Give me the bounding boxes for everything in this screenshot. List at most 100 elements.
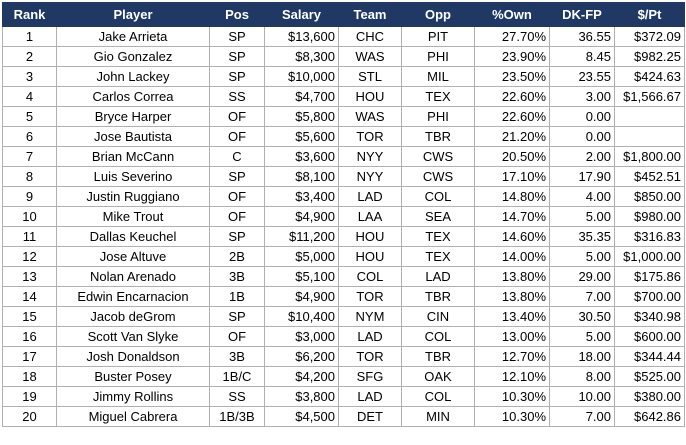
pos-cell: SP	[209, 306, 265, 327]
rank-cell: 20	[2, 406, 57, 427]
per-pt-cell: $372.09	[614, 26, 685, 47]
salary-cell: $3,800	[264, 386, 339, 407]
dkfp-cell: 23.55	[549, 66, 615, 87]
salary-cell: $4,500	[264, 406, 339, 427]
team-cell: TOR	[338, 286, 402, 307]
table-row: 9 Justin Ruggiano OF $3,400 LAD COL 14.80% 4.00…	[2, 186, 685, 207]
table-row: 14 Edwin Encarnacion 1B $4,900 TOR TBR 13.80% 7…	[2, 286, 685, 307]
salary-cell: $4,700	[264, 86, 339, 107]
dkfp-cell: 2.00	[549, 146, 615, 167]
dkfp-cell: 30.50	[549, 306, 615, 327]
dkfp-cell: 17.90	[549, 166, 615, 187]
own-cell: 13.80%	[474, 266, 550, 287]
team-cell: HOU	[338, 86, 402, 107]
pos-cell: SP	[209, 166, 265, 187]
dkfp-cell: 18.00	[549, 346, 615, 367]
own-cell: 22.60%	[474, 106, 550, 127]
team-cell: COL	[338, 266, 402, 287]
own-cell: 12.10%	[474, 366, 550, 387]
dkfp-cell: 35.35	[549, 226, 615, 247]
own-cell: 14.00%	[474, 246, 550, 267]
player-cell: Miguel Cabrera	[56, 406, 210, 427]
per-pt-cell: $600.00	[614, 326, 685, 347]
table-row: 17 Josh Donaldson 3B $6,200 TOR TBR 12.70% 18.0…	[2, 346, 685, 367]
team-cell: WAS	[338, 106, 402, 127]
rank-cell: 9	[2, 186, 57, 207]
table-row: 12 Jose Altuve 2B $5,000 HOU TEX 14.00% 5.00 $1,…	[2, 246, 685, 267]
opp-cell: TBR	[401, 126, 475, 147]
dkfp-cell: 3.00	[549, 86, 615, 107]
per-pt-cell: $1,566.67	[614, 86, 685, 107]
opp-cell: TBR	[401, 286, 475, 307]
own-cell: 22.60%	[474, 86, 550, 107]
rank-cell: 5	[2, 106, 57, 127]
player-cell: Jose Altuve	[56, 246, 210, 267]
opp-cell: LAD	[401, 266, 475, 287]
dkfp-cell: 8.00	[549, 366, 615, 387]
opp-cell: COL	[401, 386, 475, 407]
salary-cell: $5,800	[264, 106, 339, 127]
opp-cell: COL	[401, 186, 475, 207]
player-cell: John Lackey	[56, 66, 210, 87]
player-cell: Josh Donaldson	[56, 346, 210, 367]
pos-cell: OF	[209, 106, 265, 127]
dkfp-cell: 7.00	[549, 406, 615, 427]
ownership-table: Rank Player Pos Salary Team Opp %Own DK-…	[2, 2, 685, 427]
salary-cell: $4,900	[264, 206, 339, 227]
player-cell: Scott Van Slyke	[56, 326, 210, 347]
own-cell: 13.00%	[474, 326, 550, 347]
rank-cell: 1	[2, 26, 57, 47]
salary-cell: $6,200	[264, 346, 339, 367]
own-cell: 21.20%	[474, 126, 550, 147]
player-cell: Nolan Arenado	[56, 266, 210, 287]
per-pt-cell: $700.00	[614, 286, 685, 307]
player-cell: Jose Bautista	[56, 126, 210, 147]
salary-cell: $3,600	[264, 146, 339, 167]
salary-cell: $13,600	[264, 26, 339, 47]
pos-cell: 3B	[209, 346, 265, 367]
team-cell: STL	[338, 66, 402, 87]
salary-cell: $10,400	[264, 306, 339, 327]
per-pt-cell: $340.98	[614, 306, 685, 327]
pos-cell: SP	[209, 66, 265, 87]
table-row: 11 Dallas Keuchel SP $11,200 HOU TEX 14.60% 35.…	[2, 226, 685, 247]
table-row: 19 Jimmy Rollins SS $3,800 LAD COL 10.30% 10.00…	[2, 386, 685, 407]
header-salary: Salary	[264, 2, 339, 27]
own-cell: 14.60%	[474, 226, 550, 247]
table-row: 2 Gio Gonzalez SP $8,300 WAS PHI 23.90% 8.45 $98…	[2, 46, 685, 67]
player-cell: Brian McCann	[56, 146, 210, 167]
salary-cell: $5,600	[264, 126, 339, 147]
team-cell: LAD	[338, 186, 402, 207]
table-row: 7 Brian McCann C $3,600 NYY CWS 20.50% 2.00 $1,8…	[2, 146, 685, 167]
opp-cell: SEA	[401, 206, 475, 227]
player-cell: Edwin Encarnacion	[56, 286, 210, 307]
opp-cell: OAK	[401, 366, 475, 387]
own-cell: 23.90%	[474, 46, 550, 67]
pos-cell: 1B	[209, 286, 265, 307]
per-pt-cell: $424.63	[614, 66, 685, 87]
rank-cell: 7	[2, 146, 57, 167]
per-pt-cell: $525.00	[614, 366, 685, 387]
table-row: 16 Scott Van Slyke OF $3,000 LAD COL 13.00% 5.0…	[2, 326, 685, 347]
player-cell: Jake Arrieta	[56, 26, 210, 47]
own-cell: 17.10%	[474, 166, 550, 187]
player-cell: Luis Severino	[56, 166, 210, 187]
per-pt-cell: $344.44	[614, 346, 685, 367]
header-dkfp: DK-FP	[549, 2, 615, 27]
pos-cell: SS	[209, 86, 265, 107]
team-cell: DET	[338, 406, 402, 427]
pos-cell: 3B	[209, 266, 265, 287]
team-cell: TOR	[338, 126, 402, 147]
team-cell: SFG	[338, 366, 402, 387]
header-player: Player	[56, 2, 210, 27]
salary-cell: $4,900	[264, 286, 339, 307]
header-pos: Pos	[209, 2, 265, 27]
dkfp-cell: 8.45	[549, 46, 615, 67]
table-row: 13 Nolan Arenado 3B $5,100 COL LAD 13.80% 29.00…	[2, 266, 685, 287]
per-pt-cell: $316.83	[614, 226, 685, 247]
team-cell: HOU	[338, 226, 402, 247]
team-cell: WAS	[338, 46, 402, 67]
per-pt-cell: $980.00	[614, 206, 685, 227]
table-row: 10 Mike Trout OF $4,900 LAA SEA 14.70% 5.00 $980…	[2, 206, 685, 227]
header-own: %Own	[474, 2, 550, 27]
